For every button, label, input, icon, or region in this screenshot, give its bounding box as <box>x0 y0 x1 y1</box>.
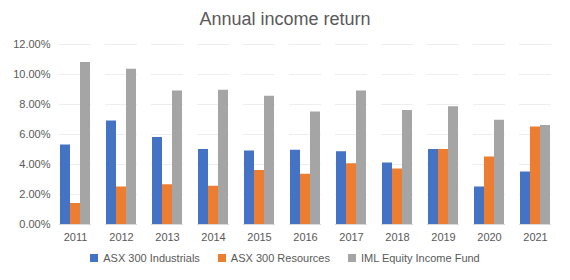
html-text:ASX 300 Industrials: ASX 300 Industrials <box>103 252 200 264</box>
svg-text:12.00%: 12.00% <box>13 38 51 50</box>
svg-text:2018: 2018 <box>385 231 409 243</box>
svg-text:2017: 2017 <box>339 231 363 243</box>
svg-text:2013: 2013 <box>155 231 179 243</box>
svg-text:2021: 2021 <box>523 231 547 243</box>
svg-text:8.00%: 8.00% <box>19 98 50 110</box>
svg-text:2015: 2015 <box>247 231 271 243</box>
svg-text:2012: 2012 <box>109 231 133 243</box>
svg-text:0.00%: 0.00% <box>19 218 50 230</box>
html-text:ASX 300 Resources: ASX 300 Resources <box>230 252 330 264</box>
svg-text:2016: 2016 <box>293 231 317 243</box>
svg-text:10.00%: 10.00% <box>13 68 51 80</box>
svg-text:4.00%: 4.00% <box>19 158 50 170</box>
svg-text:2020: 2020 <box>477 231 501 243</box>
svg-text:2014: 2014 <box>201 231 225 243</box>
html-text:Annual income return: Annual income return <box>199 9 371 29</box>
svg-text:2.00%: 2.00% <box>19 188 50 200</box>
svg-text:6.00%: 6.00% <box>19 128 50 140</box>
html-text:IML Equity Income Fund: IML Equity Income Fund <box>360 252 480 264</box>
svg-text:2011: 2011 <box>64 231 88 243</box>
svg-text:2019: 2019 <box>431 231 455 243</box>
